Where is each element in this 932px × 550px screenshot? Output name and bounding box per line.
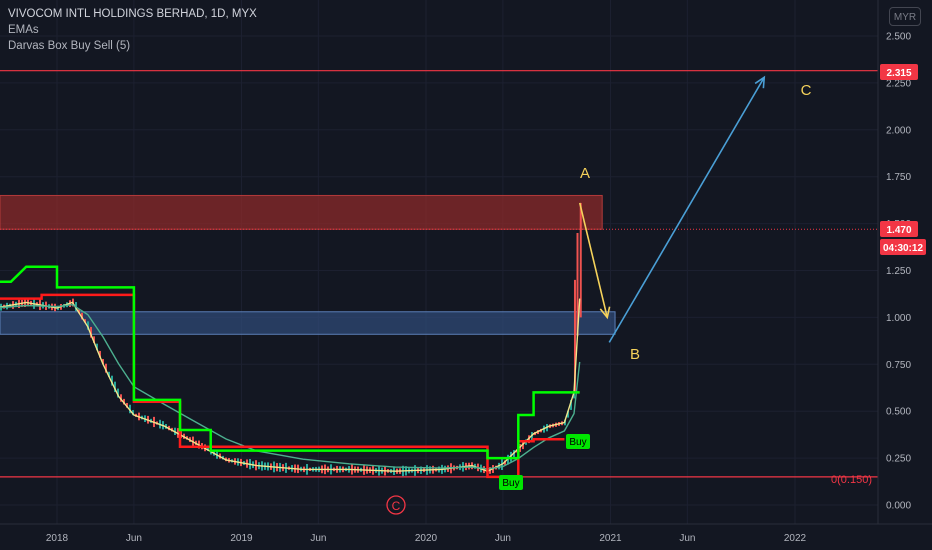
candle [531, 432, 533, 441]
chart-legend: VIVOCOM INTL HOLDINGS BERHAD, 1D, MYX EM… [8, 6, 257, 54]
ema-indicator-label[interactable]: EMAs [8, 24, 39, 36]
last-price-tag: 1.470 [880, 221, 918, 237]
candle [567, 410, 569, 418]
candle [99, 350, 101, 358]
countdown-tag: 04:30:12 [880, 239, 926, 255]
candle [573, 392, 575, 399]
candle [105, 363, 107, 373]
ema-slow-line [0, 303, 581, 470]
y-tick-label: 2.250 [886, 78, 911, 89]
candle [570, 399, 572, 410]
y-tick-label: 1.000 [886, 313, 911, 324]
darvas-indicator-label[interactable]: Darvas Box Buy Sell (5) [8, 40, 131, 52]
candle [117, 388, 119, 398]
buy-signal-2-label: Buy [569, 437, 586, 448]
y-tick-label: 1.750 [886, 172, 911, 183]
x-tick-label: 2019 [230, 533, 253, 544]
darvas-boxes [0, 265, 580, 479]
candle [84, 319, 86, 323]
time-axis[interactable]: 2018 Jun 2019 Jun 2020 Jun 2021 Jun 2022 [46, 533, 807, 544]
buy-signal-1-label: Buy [502, 478, 519, 489]
wave-b-to-c-arrow-head [754, 75, 766, 89]
x-tick-label: 2021 [599, 533, 622, 544]
candle [579, 202, 582, 318]
y-tick-label: 0.750 [886, 360, 911, 371]
target-price-label: 2.315 [886, 68, 911, 79]
candle [87, 321, 89, 330]
wave-b-to-c-arrow [608, 76, 765, 343]
candle [90, 326, 92, 338]
y-tick-label: 2.500 [886, 32, 911, 43]
symbol-title[interactable]: VIVOCOM INTL HOLDINGS BERHAD, 1D, MYX [8, 8, 257, 20]
candle [132, 410, 134, 416]
countdown-label: 04:30:12 [883, 243, 923, 254]
y-tick-label: 2.000 [886, 125, 911, 136]
resistance-zone [0, 194, 603, 230]
y-tick-label: 0.500 [886, 407, 911, 418]
candle [576, 232, 579, 337]
fib-level-label: 0(0.150) [831, 474, 872, 486]
candle [120, 394, 122, 402]
support-zone [0, 311, 616, 335]
darvas-top-line [0, 265, 580, 460]
candle [78, 309, 80, 314]
buy-signal-1: Buy [499, 475, 523, 490]
wave-b-label: B [630, 346, 640, 363]
candle [81, 312, 83, 320]
x-tick-label: 2022 [784, 533, 807, 544]
buy-signal-2: Buy [566, 434, 590, 449]
candle [129, 404, 131, 414]
candle [93, 336, 95, 343]
candle [126, 402, 128, 408]
y-tick-label: 0.000 [886, 501, 911, 512]
grid-lines [0, 0, 878, 524]
price-zones [0, 194, 616, 335]
candle [114, 381, 116, 393]
y-tick-label: 1.250 [886, 266, 911, 277]
candle [96, 343, 98, 351]
wave-a-to-b-arrow-head [599, 306, 611, 320]
circle-c-label: C [392, 499, 401, 513]
wave-c-label: C [801, 82, 812, 99]
candle [573, 279, 576, 393]
wave-a-to-b-arrow [578, 202, 609, 318]
candle [528, 435, 530, 444]
candle [102, 358, 104, 365]
x-tick-label: Jun [679, 533, 695, 544]
circle-c-marker: C [386, 495, 406, 515]
y-tick-label: 0.250 [886, 454, 911, 465]
horizontal-levels [0, 70, 878, 478]
last-price-label: 1.470 [886, 225, 911, 236]
ema-lines [0, 298, 581, 472]
x-tick-label: 2020 [415, 533, 438, 544]
candle [108, 371, 110, 377]
candle [123, 398, 125, 405]
wave-a-label: A [580, 165, 590, 182]
x-tick-label: Jun [310, 533, 326, 544]
currency-badge[interactable]: MYR [889, 7, 921, 26]
x-tick-label: Jun [126, 533, 142, 544]
candlesticks [0, 202, 582, 477]
price-axis[interactable]: 2.5002.2502.0001.7501.5001.2501.0000.750… [886, 32, 911, 512]
target-price-tag: 2.315 [880, 64, 918, 80]
candle [111, 375, 113, 386]
x-tick-label: 2018 [46, 533, 69, 544]
wave-arrows [578, 75, 766, 343]
x-tick-label: Jun [495, 533, 511, 544]
